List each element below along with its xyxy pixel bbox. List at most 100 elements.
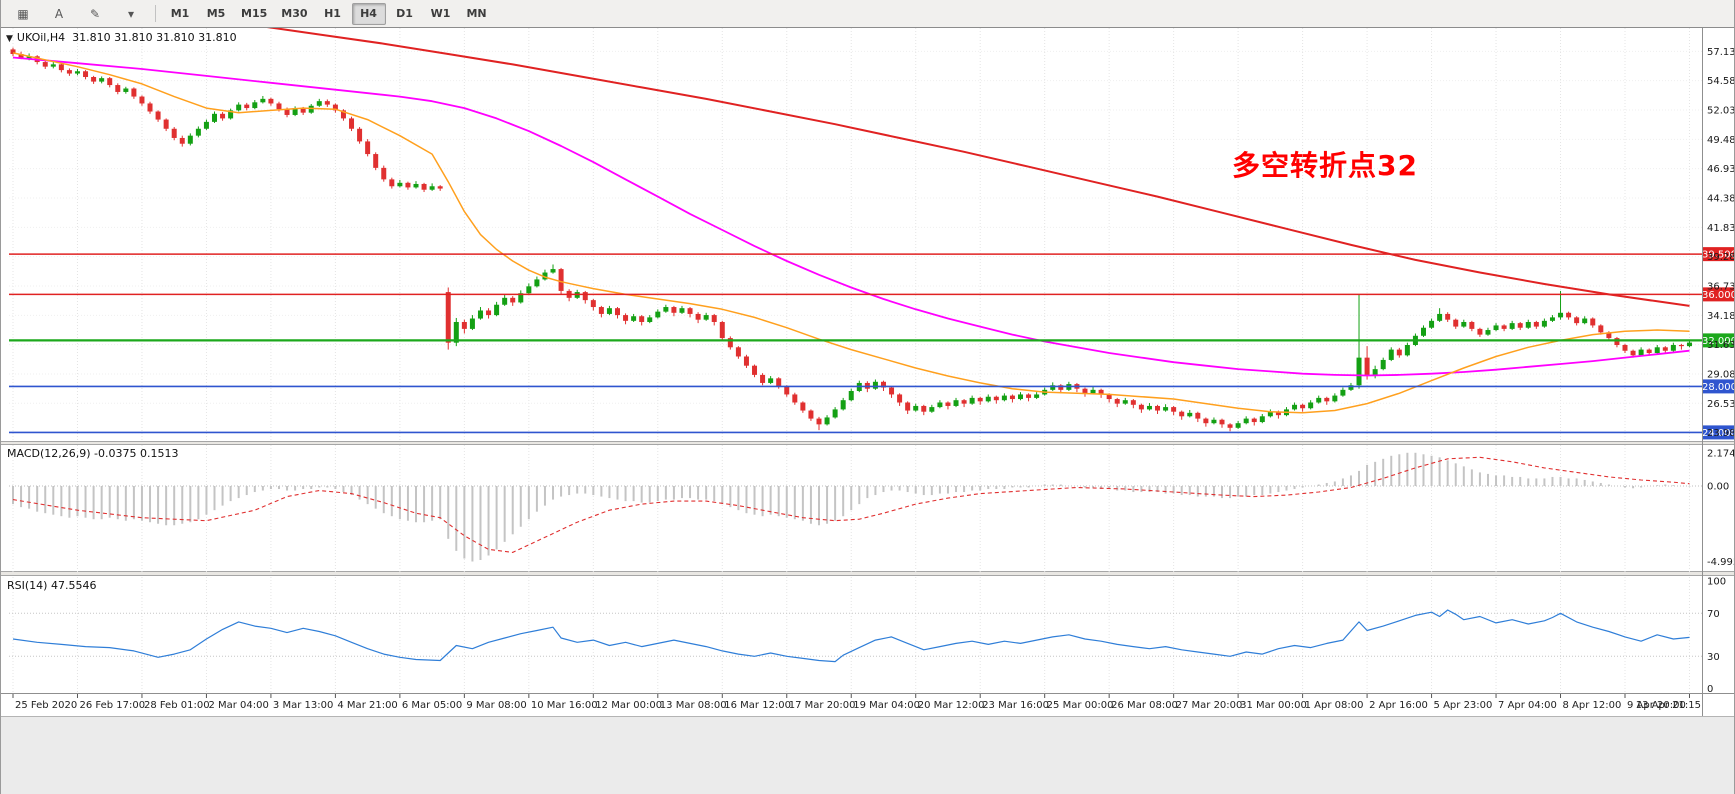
rsi-panel: 100 70 30 0 [9,577,1726,695]
horizontal-line-32000[interactable]: 32.000 [9,333,1735,348]
chart-header: ▼ UKOil,H4 31.810 31.810 31.810 31.810 [6,31,237,44]
timeframe-m1[interactable]: M1 [170,7,190,20]
windows-grid-icon[interactable]: ▦ [17,6,29,21]
svg-text:100: 100 [1707,577,1726,588]
panel-backgrounds [1,27,1734,794]
svg-text:29.080: 29.080 [1707,369,1735,380]
chart-menu-arrow-icon[interactable]: ▼ [6,34,13,44]
macd-panel: 2.1745 0.00 -4.9955 [9,449,1735,568]
grid-horizontal [9,50,1703,434]
svg-text:54.580: 54.580 [1707,76,1735,87]
svg-text:36.000: 36.000 [1702,290,1735,301]
annotation-text: 多空转折点32 [1232,149,1418,182]
symbol-period-label: UKOil,H4 [16,31,66,44]
tool-caret-icon[interactable]: ▾ [127,6,135,21]
svg-text:4 Mar 21:00: 4 Mar 21:00 [337,700,397,711]
svg-text:16 Mar 12:00: 16 Mar 12:00 [724,700,791,711]
draw-tool-icon[interactable]: ✎ [89,6,101,21]
svg-text:70: 70 [1707,609,1720,620]
horizontal-line-39500[interactable]: 39.500 [9,247,1735,262]
svg-text:20 Mar 12:00: 20 Mar 12:00 [918,700,985,711]
svg-text:0.00: 0.00 [1707,482,1729,493]
price-tag [1703,379,1734,394]
toolbar-separator [155,5,156,22]
svg-text:23.980: 23.980 [1707,428,1735,439]
rsi-label: RSI(14) [7,579,48,592]
price-tag [1703,333,1734,348]
timeframe-mn[interactable]: MN [466,7,487,20]
text-label-tool-icon[interactable]: A [54,6,64,21]
horizontal-line-24000[interactable]: 24.000 [9,425,1735,440]
timeframe-h1[interactable]: H1 [324,7,341,20]
macd-values: -0.0375 0.1513 [94,447,179,460]
rsi-value: 47.5546 [50,579,97,592]
ma-medium-magenta [12,56,1690,377]
svg-text:12 Mar 00:00: 12 Mar 00:00 [595,700,662,711]
ma-slow-red [254,24,1690,307]
svg-text:52.030: 52.030 [1707,106,1735,117]
svg-text:26.530: 26.530 [1707,399,1735,410]
svg-text:1 Apr 08:00: 1 Apr 08:00 [1305,700,1364,711]
timeframe-d1[interactable]: D1 [396,7,413,20]
svg-text:9 Mar 08:00: 9 Mar 08:00 [466,700,526,711]
svg-text:49.480: 49.480 [1707,135,1735,146]
timeframe-w1[interactable]: W1 [430,7,451,20]
svg-text:41.830: 41.830 [1707,223,1735,234]
svg-text:9 Apr 20:00: 9 Apr 20:00 [1627,700,1686,711]
svg-text:10 Mar 16:00: 10 Mar 16:00 [531,700,598,711]
svg-text:19 Mar 04:00: 19 Mar 04:00 [853,700,920,711]
macd-header: MACD(12,26,9) -0.0375 0.1513 [7,447,179,460]
svg-text:2.1745: 2.1745 [1707,449,1735,460]
timeframe-h4[interactable]: H4 [351,2,386,25]
svg-text:27 Mar 20:00: 27 Mar 20:00 [1176,700,1243,711]
svg-text:5 Apr 23:00: 5 Apr 23:00 [1434,700,1493,711]
svg-text:7 Apr 04:00: 7 Apr 04:00 [1498,700,1557,711]
rsi-header: RSI(14) 47.5546 [7,579,96,592]
svg-text:-4.9955: -4.9955 [1707,557,1735,568]
price-tag [1703,425,1734,440]
svg-text:44.380: 44.380 [1707,194,1735,205]
svg-text:32.000: 32.000 [1702,336,1735,347]
price-axis[interactable]: 57.130 54.580 52.030 49.480 46.930 44.380 41.8… [1707,47,1735,439]
svg-text:34.180: 34.180 [1707,311,1735,322]
svg-text:57.130: 57.130 [1707,47,1735,58]
timeframe-m30[interactable]: M30 [281,7,308,20]
toolbar: ▦ A ✎ ▾ M1 M5 M15 M30 H1 H4 D1 W1 MN [1,0,1734,28]
svg-text:28.000: 28.000 [1702,382,1735,393]
rsi-line [12,609,1690,663]
ohlc-values: 31.810 31.810 31.810 31.810 [72,31,237,44]
svg-text:31 Mar 00:00: 31 Mar 00:00 [1240,700,1307,711]
svg-text:30: 30 [1707,652,1720,663]
svg-text:36.730: 36.730 [1707,281,1735,292]
svg-text:25 Feb 2020: 25 Feb 2020 [15,700,77,711]
svg-text:31.630: 31.630 [1707,340,1735,351]
timeframe-m5[interactable]: M5 [206,7,226,20]
ma-fast-orange [12,52,1690,414]
timeframe-m15[interactable]: M15 [241,7,268,20]
macd-signal-line [12,456,1690,553]
svg-text:39.500: 39.500 [1702,250,1735,261]
svg-text:26 Feb 17:00: 26 Feb 17:00 [79,700,145,711]
svg-text:39.280: 39.280 [1707,252,1735,263]
svg-text:13 Apr 21:15: 13 Apr 21:15 [1636,700,1701,711]
horizontal-line-36000[interactable]: 36.000 [9,287,1735,302]
svg-text:28 Feb 01:00: 28 Feb 01:00 [144,700,210,711]
svg-text:2 Mar 04:00: 2 Mar 04:00 [208,700,268,711]
svg-text:17 Mar 20:00: 17 Mar 20:00 [789,700,856,711]
svg-text:0: 0 [1707,684,1713,695]
svg-text:25 Mar 00:00: 25 Mar 00:00 [1047,700,1114,711]
macd-label: MACD(12,26,9) [7,447,91,460]
svg-text:3 Mar 13:00: 3 Mar 13:00 [273,700,333,711]
svg-text:26 Mar 08:00: 26 Mar 08:00 [1111,700,1178,711]
price-tag [1703,287,1734,302]
svg-text:13 Mar 08:00: 13 Mar 08:00 [660,700,727,711]
price-tag [1703,247,1734,262]
svg-text:23 Mar 16:00: 23 Mar 16:00 [982,700,1049,711]
svg-text:24.000: 24.000 [1702,428,1735,439]
horizontal-line-28000[interactable]: 28.000 [9,379,1735,394]
svg-text:46.930: 46.930 [1707,164,1735,175]
svg-text:8 Apr 12:00: 8 Apr 12:00 [1563,700,1622,711]
